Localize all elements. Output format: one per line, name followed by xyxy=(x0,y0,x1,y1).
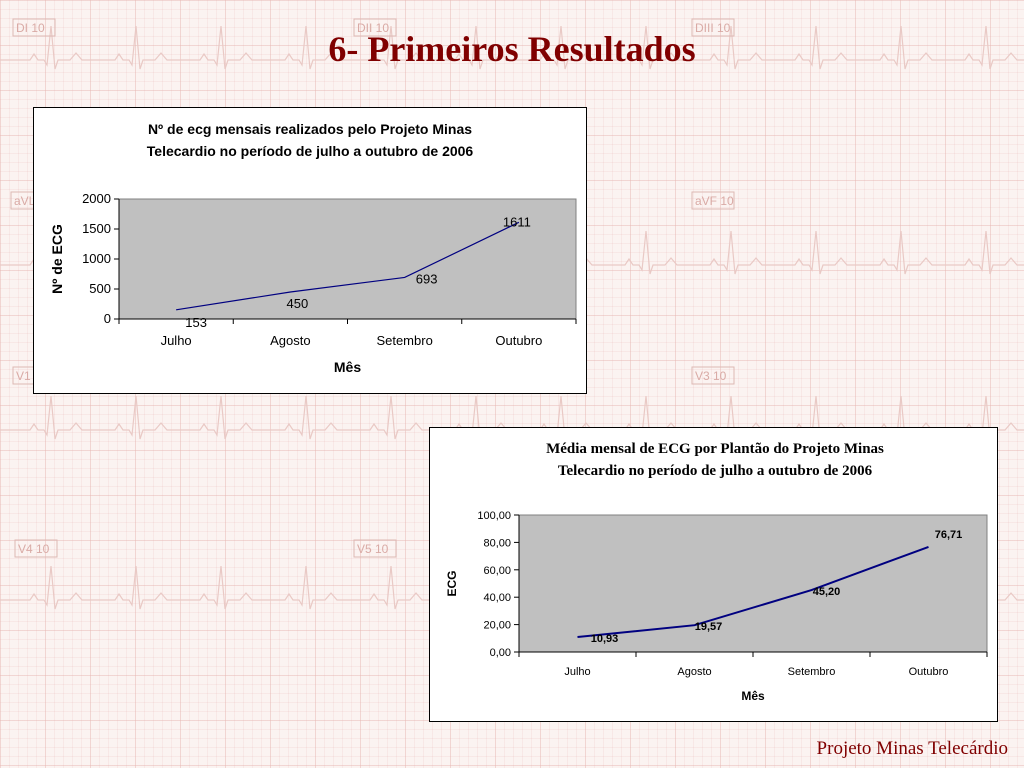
data-label: 450 xyxy=(287,296,309,311)
y-tick-label: 0 xyxy=(104,311,111,326)
ecg-count-chart-svg: Nº de ecg mensais realizados pelo Projet… xyxy=(49,121,577,375)
data-label: 153 xyxy=(185,315,207,330)
y-tick-label: 40,00 xyxy=(483,592,511,604)
lead-label: aVF 10 xyxy=(695,194,734,208)
y-tick-label: 2000 xyxy=(82,191,111,206)
lead-label-box xyxy=(14,539,58,558)
chart-title-line: Média mensal de ECG por Plantão do Proje… xyxy=(546,441,884,457)
lead-label-box xyxy=(691,18,735,37)
x-tick-label: Setembro xyxy=(376,333,432,348)
y-tick-label: 60,00 xyxy=(483,565,511,577)
lead-label-box xyxy=(353,539,397,558)
data-label: 693 xyxy=(416,271,438,286)
plot-area xyxy=(518,514,988,653)
y-tick-label: 0,00 xyxy=(490,647,511,659)
chart-title-line: Nº de ecg mensais realizados pelo Projet… xyxy=(148,121,472,137)
y-axis-title: ECG xyxy=(445,570,459,596)
y-tick-label: 100,00 xyxy=(477,510,511,522)
x-tick-label: Outubro xyxy=(495,333,542,348)
lead-label-box xyxy=(691,191,735,210)
x-tick-label: Julho xyxy=(161,333,192,348)
ecg-count-chart: Nº de ecg mensais realizados pelo Projet… xyxy=(33,107,587,394)
y-axis-title: Nº de ECG xyxy=(49,224,65,294)
lead-label: DII 10 xyxy=(357,21,389,35)
data-label: 45,20 xyxy=(813,586,841,598)
lead-label: V5 10 xyxy=(357,542,389,556)
y-tick-label: 20,00 xyxy=(483,620,511,632)
lead-label-box xyxy=(353,18,397,37)
lead-label: V4 10 xyxy=(18,542,50,556)
plot-area xyxy=(118,198,577,320)
y-tick-label: 80,00 xyxy=(483,537,511,549)
lead-label: V3 10 xyxy=(695,369,727,383)
y-tick-label: 1500 xyxy=(82,221,111,236)
data-label: 76,71 xyxy=(935,529,963,541)
data-label: 1611 xyxy=(503,214,531,229)
lead-label: DIII 10 xyxy=(695,21,731,35)
footer-text: Projeto Minas Telecárdio xyxy=(816,738,1008,759)
ecg-per-shift-chart-svg: Média mensal de ECG por Plantão do Proje… xyxy=(445,441,988,703)
data-label: 19,57 xyxy=(695,621,723,633)
series-line xyxy=(176,221,520,311)
ecg-per-shift-chart: Média mensal de ECG por Plantão do Proje… xyxy=(429,427,998,722)
slide-title: 6- Primeiros Resultados xyxy=(328,29,696,69)
x-axis-title: Mês xyxy=(741,689,765,703)
x-tick-label: Agosto xyxy=(270,333,310,348)
series-line xyxy=(577,545,929,639)
x-tick-label: Julho xyxy=(564,666,590,678)
lead-label-box xyxy=(12,18,56,37)
y-tick-label: 1000 xyxy=(82,251,111,266)
x-axis-title: Mês xyxy=(334,359,361,375)
y-tick-label: 500 xyxy=(89,281,111,296)
x-tick-label: Setembro xyxy=(788,666,836,678)
lead-label: DI 10 xyxy=(16,21,45,35)
ecg-trace-2 xyxy=(0,395,1024,440)
chart-title-line: Telecardio no período de julho a outubro… xyxy=(147,143,474,159)
data-label: 10,93 xyxy=(591,633,619,645)
lead-label-box xyxy=(691,366,735,385)
ecg-trace-0 xyxy=(0,25,1024,70)
x-tick-label: Outubro xyxy=(909,666,949,678)
x-tick-label: Agosto xyxy=(677,666,711,678)
chart-title-line: Telecardio no período de julho a outubro… xyxy=(558,463,873,479)
